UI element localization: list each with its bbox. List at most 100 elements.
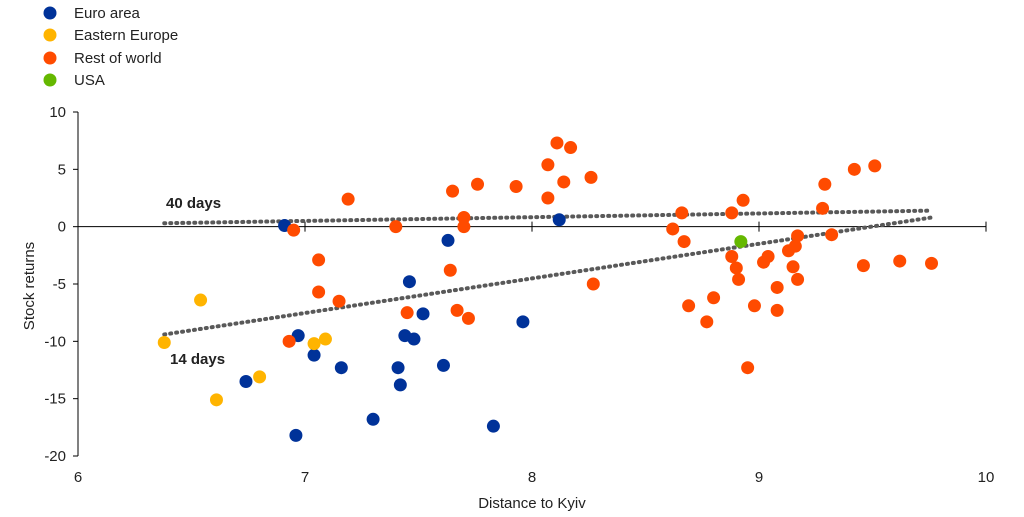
point-rest-of-world [312,285,326,299]
trendline-40-days [162,208,934,226]
point-rest-of-world [509,180,523,194]
point-euro-area [289,428,303,442]
point-rest-of-world [770,280,784,294]
point-rest-of-world [925,256,939,270]
point-rest-of-world [341,192,355,206]
point-rest-of-world [675,206,689,220]
point-rest-of-world [788,239,802,253]
y-tick-label: -20 [44,448,66,465]
point-rest-of-world [584,170,598,184]
point-euro-area [436,358,450,372]
point-rest-of-world [818,177,832,191]
y-tick-label: -10 [44,333,66,350]
point-eastern-europe [253,370,267,384]
point-rest-of-world [868,159,882,173]
point-rest-of-world [457,220,471,234]
point-rest-of-world [729,261,743,275]
legend-label-euro-area: Euro area [74,5,141,22]
legend: Euro area Eastern Europe Rest of world U… [43,5,178,89]
point-eastern-europe [194,293,208,307]
legend-label-usa: USA [74,72,105,89]
point-eastern-europe [157,335,171,349]
y-tick-label: -15 [44,391,66,408]
point-rest-of-world [282,334,296,348]
point-rest-of-world [450,303,464,317]
point-rest-of-world [682,299,696,313]
legend-marker-rest-of-world [43,51,57,65]
point-rest-of-world [825,228,839,242]
point-rest-of-world [457,210,471,224]
point-rest-of-world [564,141,578,155]
point-euro-area [441,233,455,247]
point-rest-of-world [541,191,555,205]
point-euro-area [516,315,530,329]
point-eastern-europe [318,332,332,346]
point-rest-of-world [732,272,746,286]
point-rest-of-world [856,259,870,273]
point-rest-of-world [736,193,750,207]
trendline-14-days [162,215,934,337]
legend-marker-eastern-europe [43,28,57,42]
point-euro-area [552,213,566,227]
point-rest-of-world [287,223,301,237]
point-rest-of-world [666,222,680,236]
legend-label-rest-of-world: Rest of world [74,50,162,67]
point-euro-area [307,348,321,362]
point-rest-of-world [707,291,721,305]
axes: -20 -15 -10 -5 0 5 10 6 7 8 9 10 [44,104,994,486]
point-euro-area [393,378,407,392]
y-tick-label: 0 [58,219,66,236]
point-rest-of-world [816,201,830,215]
point-rest-of-world [461,311,475,325]
point-rest-of-world [400,306,414,320]
point-euro-area [486,419,500,433]
point-rest-of-world [332,294,346,308]
point-rest-of-world [443,263,457,277]
point-rest-of-world [389,220,403,234]
point-rest-of-world [700,315,714,329]
point-euro-area [416,307,430,321]
legend-marker-euro-area [43,6,57,20]
x-tick-label: 7 [301,469,309,486]
x-axis-title: Distance to Kyiv [478,495,586,512]
point-rest-of-world [550,136,564,150]
point-rest-of-world [741,361,755,375]
y-tick-label: 5 [58,161,66,178]
point-rest-of-world [893,254,907,268]
point-rest-of-world [312,253,326,267]
point-rest-of-world [770,303,784,317]
point-rest-of-world [446,184,460,198]
point-rest-of-world [725,206,739,220]
point-rest-of-world [557,175,571,189]
y-tick-label: 10 [49,104,66,121]
point-rest-of-world [847,162,861,176]
point-eastern-europe [307,337,321,351]
y-tick-label: -5 [53,276,66,293]
point-rest-of-world [761,249,775,263]
point-rest-of-world [791,229,805,243]
point-euro-area [391,361,405,375]
point-euro-area [239,374,253,388]
data-points [157,136,939,442]
x-tick-label: 6 [74,469,82,486]
point-rest-of-world [471,177,485,191]
point-rest-of-world [747,299,761,313]
point-euro-area [366,412,380,426]
point-euro-area [407,332,421,346]
point-rest-of-world [725,249,739,263]
point-rest-of-world [541,158,555,172]
point-usa [734,235,748,249]
point-euro-area [334,361,348,375]
y-axis-title: Stock returns [21,242,38,330]
legend-marker-usa [43,73,57,87]
point-rest-of-world [586,277,600,291]
point-euro-area [402,275,416,289]
point-eastern-europe [209,393,223,407]
trendline-label-14-days: 14 days [170,351,225,368]
x-tick-label: 10 [978,469,995,486]
point-rest-of-world [786,260,800,274]
point-rest-of-world [677,235,691,249]
trendline-label-40-days: 40 days [166,195,221,212]
legend-label-eastern-europe: Eastern Europe [74,27,178,44]
